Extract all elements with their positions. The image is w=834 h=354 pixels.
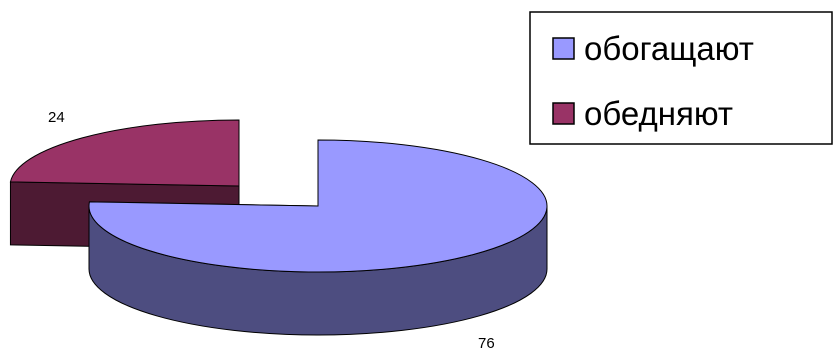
pie-slices (9, 119, 548, 336)
legend-swatch-oboga (552, 37, 575, 60)
legend-swatch-obedn (552, 102, 575, 125)
slice-0-top-обогащают (88, 139, 548, 273)
slice-1-top-обедняют (9, 119, 240, 187)
legend-frame (529, 11, 833, 145)
legend-label-oboga: обогащают (584, 30, 754, 67)
data-labels: 76 24 (48, 109, 495, 352)
legend-label-obedn: обедняют (584, 95, 733, 132)
data-label-oboga: 76 (478, 335, 495, 352)
data-label-obedn: 24 (48, 109, 65, 126)
legend: обогащают обедняют (529, 11, 833, 145)
